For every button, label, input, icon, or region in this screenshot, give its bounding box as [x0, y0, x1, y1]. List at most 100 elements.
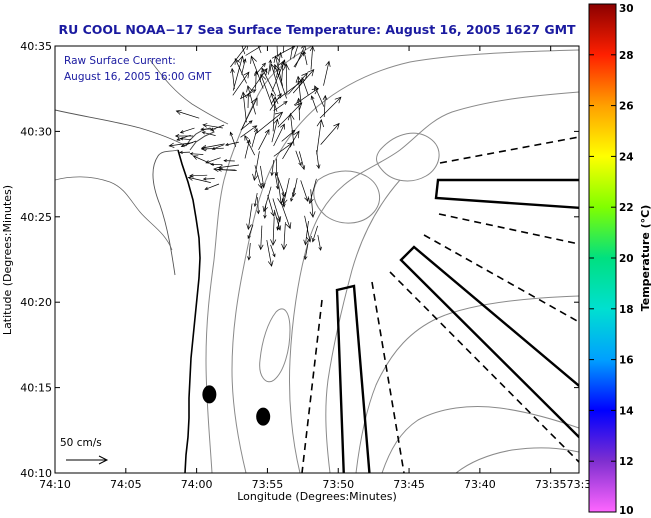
current-arrow: [320, 122, 340, 145]
current-arrow: [308, 178, 317, 205]
current-arrow: [323, 60, 331, 86]
current-arrow: [240, 125, 258, 138]
current-arrow: [270, 92, 278, 112]
current-arrow: [189, 173, 208, 178]
current-arrow: [244, 134, 256, 156]
current-arrow: [268, 59, 272, 75]
current-arrow: [179, 150, 191, 155]
y-axis: 40:35 40:30 40:25 40:20 40:15 40:10: [20, 40, 579, 480]
current-arrow: [273, 209, 282, 231]
current-arrow: [202, 123, 223, 129]
colorbar-tick-label: 20: [619, 253, 634, 265]
current-arrow: [246, 85, 256, 115]
y-tick-label: 40:35: [20, 40, 52, 53]
current-arrow: [282, 130, 300, 160]
current-arrow: [311, 225, 318, 243]
y-tick-label: 40:25: [20, 211, 52, 224]
current-arrow: [192, 155, 214, 166]
current-arrow: [290, 46, 295, 60]
colorbar-ticks: 30 28 26 24 22 20 18 16 14 12 10: [589, 3, 634, 517]
current-arrow: [266, 240, 274, 267]
current-arrow: [254, 165, 263, 189]
current-arrow: [246, 203, 253, 231]
x-axis: 74:10 74:05 74:00 73:55 73:50 73:45 73:40 73:35…: [39, 46, 591, 491]
current-arrow: [180, 140, 197, 148]
current-arrow: [270, 216, 277, 246]
current-arrow: [246, 92, 251, 109]
current-arrow: [189, 152, 204, 156]
current-arrow: [293, 51, 305, 68]
current-arrow: [274, 173, 280, 190]
current-arrow: [276, 46, 278, 56]
plot-area: [55, 46, 579, 473]
current-arrow: [205, 157, 221, 164]
y-tick-label: 40:10: [20, 467, 52, 480]
current-arrow: [252, 151, 260, 181]
current-arrow: [213, 166, 237, 172]
current-arrow: [319, 96, 342, 119]
current-arrow: [322, 94, 328, 118]
y-axis-label: Latitude (Degrees:Minutes): [1, 185, 14, 335]
radar-cell-south: [335, 284, 371, 473]
current-arrow: [258, 128, 270, 150]
current-arrow: [230, 46, 249, 68]
colorbar-tick-label: 16: [619, 355, 634, 367]
current-arrow: [303, 220, 309, 246]
scale-arrow: [66, 455, 109, 465]
colorbar-tick-label: 12: [619, 456, 634, 468]
current-arrow: [293, 46, 299, 59]
current-arrow: [272, 198, 282, 223]
y-tick-label: 40:20: [20, 296, 52, 309]
map-layer: 50 cm/s: [55, 46, 579, 473]
stations: [202, 385, 271, 426]
colorbar-tick-label: 28: [619, 50, 634, 62]
current-arrow: [267, 194, 276, 217]
current-arrow: [281, 178, 290, 206]
current-arrow: [254, 111, 284, 135]
current-arrow: [280, 202, 292, 230]
radar-cell-east: [434, 178, 579, 209]
current-arrow: [271, 96, 279, 132]
current-arrow: [232, 71, 250, 96]
radar-cell-southeast: [399, 245, 579, 439]
current-arrow: [204, 183, 220, 191]
colorbar-label: Temperature (°C): [639, 205, 651, 312]
current-arrow: [225, 141, 239, 147]
current-arrow: [276, 51, 283, 78]
current-arrow: [179, 127, 195, 134]
current-arrow: [257, 46, 262, 54]
current-arrow: [174, 133, 194, 139]
colorbar-tick-label: 30: [619, 3, 634, 15]
current-arrow: [241, 58, 247, 75]
current-vectors: [168, 46, 342, 267]
annotation-line-2: August 16, 2005 16:00 GMT: [64, 71, 212, 83]
current-arrow: [253, 193, 258, 207]
current-arrow: [201, 131, 216, 136]
current-arrow: [295, 75, 302, 105]
current-arrow: [259, 73, 273, 106]
current-arrow: [241, 46, 246, 55]
current-arrow: [273, 63, 287, 99]
annotation-line-1: Raw Surface Current:: [64, 55, 176, 67]
current-arrow: [202, 177, 215, 181]
current-arrow: [270, 244, 276, 258]
current-arrow: [247, 242, 252, 261]
current-arrow: [300, 180, 309, 202]
current-arrow: [210, 124, 225, 131]
colorbar-tick-label: 14: [619, 405, 634, 417]
x-tick-label: 73:50: [322, 478, 354, 491]
current-arrow: [240, 91, 247, 123]
current-arrow: [288, 72, 308, 95]
station-marker: [202, 385, 217, 404]
current-arrow: [263, 203, 267, 219]
current-arrow: [283, 46, 285, 53]
chart-title: RU COOL NOAA−17 Sea Surface Temperature:…: [58, 22, 576, 37]
current-arrow: [200, 146, 224, 152]
scale-label: 50 cm/s: [60, 437, 102, 449]
sandy-hook: [185, 127, 215, 151]
current-arrow: [310, 95, 318, 113]
current-arrow: [247, 224, 254, 240]
x-tick-label: 74:00: [181, 478, 213, 491]
current-arrow: [175, 109, 200, 119]
current-arrow: [241, 97, 258, 130]
